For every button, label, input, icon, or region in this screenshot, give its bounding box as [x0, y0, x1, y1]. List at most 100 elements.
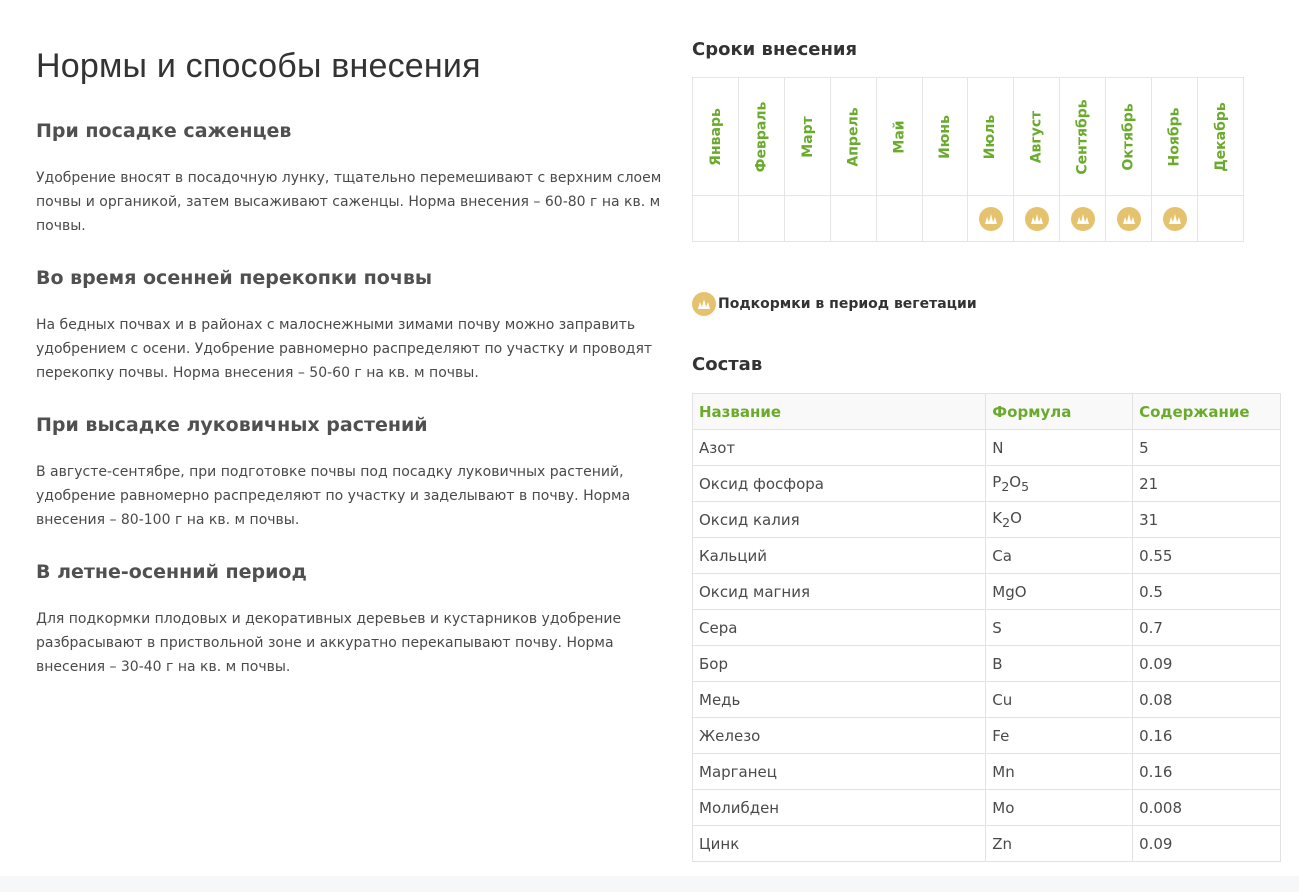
month-cell [693, 196, 738, 242]
month-column: Август [1014, 78, 1060, 242]
month-label: Июль [982, 114, 999, 159]
cell-name: Оксид калия [691, 501, 987, 538]
month-column: Ноябрь [1152, 78, 1198, 242]
month-label: Март [799, 115, 816, 158]
cell-name: Молибден [691, 789, 987, 826]
section: При высадке луковичных растений В августе… [36, 413, 666, 532]
cell-name: Марганец [691, 753, 987, 790]
section-text: Для подкормки плодовых и декоративных де… [36, 611, 622, 675]
section-title: При высадке луковичных растений [36, 414, 428, 436]
composition-title: Состав [692, 354, 763, 375]
cell-formula: B [985, 645, 1134, 682]
month-header: Июль [968, 78, 1013, 196]
section-title: При посадке саженцев [36, 120, 292, 142]
month-cell [1198, 196, 1243, 242]
month-column: Сентябрь [1060, 78, 1106, 242]
month-cell [922, 196, 968, 242]
cell-formula: Cu [985, 681, 1134, 718]
table-row: Азот N 5 [691, 429, 1281, 466]
month-label: Май [891, 119, 908, 154]
month-column: Июль [968, 78, 1014, 242]
cell-content: 0.09 [1132, 645, 1281, 682]
cell-content: 0.16 [1132, 753, 1281, 790]
month-header: Сентябрь [1060, 78, 1105, 196]
section: Во время осенней перекопки почвы На бедны… [36, 266, 666, 385]
cell-content: 0.008 [1132, 789, 1281, 826]
month-header: Август [1014, 78, 1059, 196]
cell-formula: Fe [985, 717, 1134, 754]
section-title: Во время осенней перекопки почвы [36, 267, 433, 289]
table-row: Молибден Mo 0.008 [691, 789, 1281, 826]
cell-content: 0.09 [1132, 825, 1281, 862]
cell-formula: N [985, 429, 1134, 466]
grass-icon [1162, 206, 1187, 231]
composition-header-row: Название Формула Содержание [691, 393, 1281, 430]
schedule-legend: Подкормки в период вегетации [692, 292, 1282, 316]
month-header: Декабрь [1198, 78, 1243, 196]
grass-icon [1070, 206, 1095, 231]
cell-formula: Zn [985, 825, 1134, 862]
month-column: Март [785, 78, 831, 242]
cell-name: Цинк [691, 825, 987, 862]
cell-formula: MgO [985, 573, 1134, 610]
cell-name: Сера [691, 609, 987, 646]
month-label: Июнь [936, 114, 953, 159]
month-label: Октябрь [1120, 102, 1137, 171]
cell-content: 0.55 [1132, 537, 1281, 574]
header-content: Содержание [1132, 393, 1281, 430]
month-column: Декабрь [1198, 78, 1244, 242]
month-header: Май [876, 78, 922, 196]
composition-table: Название Формула Содержание Азот N 5 Оксид … [691, 393, 1281, 862]
table-row: Марганец Mn 0.16 [691, 753, 1281, 790]
page-title: Нормы и способы внесения [36, 47, 481, 85]
table-row: Медь Cu 0.08 [691, 681, 1281, 718]
table-row: Оксид фосфора P2O5 21 [691, 465, 1281, 502]
month-column: Февраль [739, 78, 785, 242]
month-column: Апрель [830, 78, 877, 242]
section: В летне-осенний период Для подкормки плод… [36, 560, 666, 679]
month-cell [830, 196, 876, 242]
month-header: Июнь [922, 78, 968, 196]
legend-label: Подкормки в период вегетации [718, 296, 977, 312]
cell-content: 31 [1132, 501, 1281, 538]
month-cell [1106, 196, 1151, 242]
grass-icon [692, 292, 716, 316]
grass-icon [1024, 206, 1049, 231]
table-row: Железо Fe 0.16 [691, 717, 1281, 754]
header-formula: Формула [985, 393, 1134, 430]
application-methods: Нормы и способы внесения При посадке саж… [36, 38, 666, 679]
sections-list: При посадке саженцев Удобрение вносят в п… [36, 119, 666, 679]
month-cell [739, 196, 784, 242]
month-label: Апрель [845, 106, 862, 167]
footer-strip [0, 876, 1299, 892]
month-cell [1014, 196, 1059, 242]
cell-formula: Mn [985, 753, 1134, 790]
cell-name: Азот [691, 429, 987, 466]
table-row: Цинк Zn 0.09 [691, 825, 1281, 862]
month-column: Октябрь [1106, 78, 1152, 242]
month-column: Июнь [922, 78, 969, 242]
month-column: Январь [693, 78, 739, 242]
cell-content: 0.5 [1132, 573, 1281, 610]
table-row: Оксид калия K2O 31 [691, 501, 1281, 538]
month-label: Сентябрь [1074, 98, 1091, 175]
month-label: Август [1028, 110, 1045, 163]
month-header: Февраль [739, 78, 784, 196]
cell-content: 21 [1132, 465, 1281, 502]
cell-content: 0.08 [1132, 681, 1281, 718]
month-label: Февраль [753, 101, 770, 172]
cell-content: 0.7 [1132, 609, 1281, 646]
table-row: Оксид магния MgO 0.5 [691, 573, 1281, 610]
cell-formula: P2O5 [985, 465, 1134, 502]
cell-name: Кальций [691, 537, 987, 574]
cell-content: 0.16 [1132, 717, 1281, 754]
grass-icon [1116, 206, 1141, 231]
table-row: Кальций Ca 0.55 [691, 537, 1281, 574]
month-cell [1152, 196, 1197, 242]
cell-name: Медь [691, 681, 987, 718]
month-column: Май [876, 78, 923, 242]
cell-formula: K2O [985, 501, 1134, 538]
cell-name: Бор [691, 645, 987, 682]
month-label: Январь [707, 107, 724, 166]
cell-formula: Mo [985, 789, 1134, 826]
